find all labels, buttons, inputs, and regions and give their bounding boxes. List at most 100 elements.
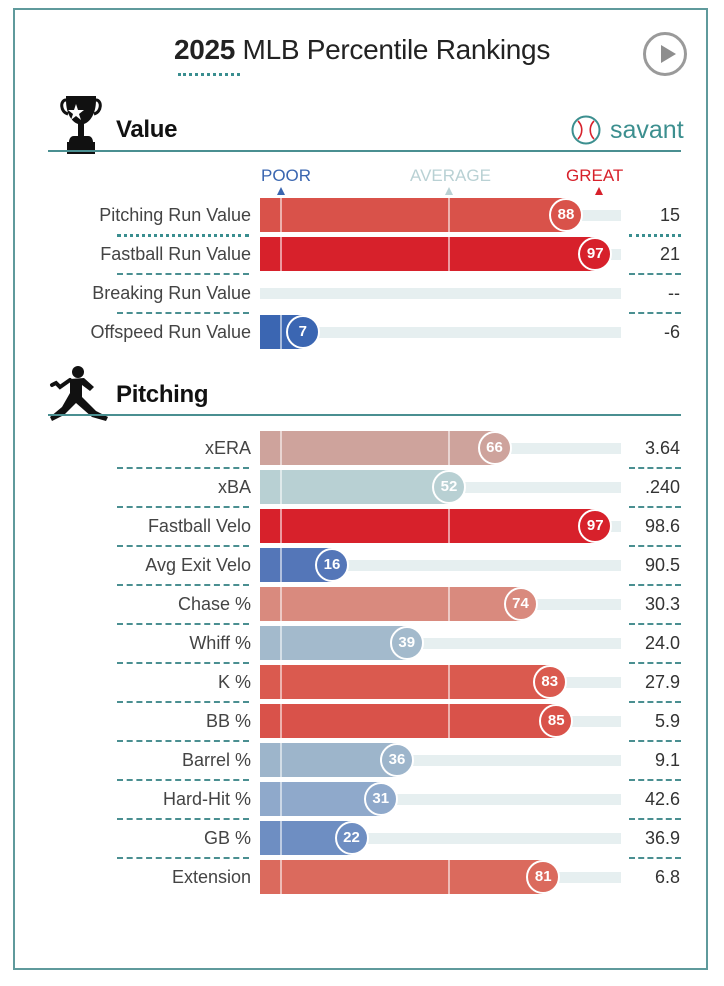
scale-poor-arrow	[277, 187, 285, 195]
row-value-whiff: 24.0	[644, 633, 680, 653]
bar-xba[interactable]	[260, 470, 449, 504]
divider-right-whiff	[629, 662, 681, 664]
divider-right-fastball-run-value	[629, 273, 681, 275]
percentile-badge-offspeed-run-value: 7	[285, 315, 320, 349]
divider-left-barrel	[117, 779, 249, 781]
percentile-badge-pitching-run-value: 88	[549, 198, 583, 232]
bar-fastball-velo[interactable]	[260, 509, 596, 543]
divider-left-fastball-velo	[117, 545, 249, 547]
section-title-pitching: Pitching	[116, 381, 209, 408]
bar-fastball-run-value[interactable]	[260, 237, 596, 271]
gridline-poor-fastball-velo	[280, 509, 282, 543]
percentile-badge-gb: 22	[334, 821, 369, 855]
percentile-badge-xera: 66	[477, 431, 512, 465]
row-label-hard-hit: Hard-Hit %	[162, 789, 251, 809]
divider-left-hard-hit	[117, 818, 249, 820]
play-button[interactable]	[643, 32, 687, 76]
divider-right-hard-hit	[629, 818, 681, 820]
gridline-poor-whiff	[280, 626, 282, 660]
row-value-pitching-run-value: 15	[659, 205, 680, 225]
divider-right-barrel	[629, 779, 681, 781]
value-section-rule	[48, 150, 681, 152]
scale-great-label: GREAT	[566, 166, 624, 185]
percentile-badge-k: 83	[532, 665, 567, 699]
bar-extension[interactable]	[260, 860, 544, 894]
title-text: MLB Percentile Rankings	[242, 34, 551, 65]
bar-barrel[interactable]	[260, 743, 397, 777]
gridline-poor-avg-exit-velo	[280, 548, 282, 582]
gridline-poor-offspeed-run-value	[280, 315, 282, 349]
gridline-poor-bb	[280, 704, 282, 738]
row-label-offspeed-run-value: Offspeed Run Value	[90, 322, 251, 342]
divider-right-avg-exit-velo	[629, 584, 681, 586]
divider-left-whiff	[117, 662, 249, 664]
row-value-bb: 5.9	[654, 711, 680, 731]
bar-xera[interactable]	[260, 431, 495, 465]
divider-right-xera	[629, 467, 681, 469]
row-label-fastball-velo: Fastball Velo	[147, 516, 251, 536]
gridline-poor-barrel	[280, 743, 282, 777]
gridline-poor-k	[280, 665, 282, 699]
divider-left-avg-exit-velo	[117, 584, 249, 586]
divider-right-bb	[629, 740, 681, 742]
track-whiff	[260, 638, 621, 649]
row-value-fastball-velo: 98.6	[644, 516, 680, 536]
baseball-icon	[571, 115, 601, 145]
pitcher-icon	[50, 366, 108, 421]
bar-pitching-run-value[interactable]	[260, 198, 566, 232]
row-value-breaking-run-value: --	[668, 283, 680, 303]
bar-bb[interactable]	[260, 704, 557, 738]
divider-left-gb	[117, 857, 249, 859]
track-avg-exit-velo	[260, 560, 621, 571]
gridline-average-pitching-run-value	[448, 198, 450, 232]
row-label-chase: Chase %	[177, 594, 251, 614]
row-label-k: K %	[217, 672, 251, 692]
percentile-badge-hard-hit: 31	[363, 782, 398, 816]
track-offspeed-run-value	[260, 327, 621, 338]
divider-right-k	[629, 701, 681, 703]
percentile-badge-chase: 74	[503, 587, 538, 621]
bar-whiff[interactable]	[260, 626, 407, 660]
savant-label: savant	[610, 116, 684, 144]
divider-right-xba	[629, 506, 681, 508]
page-title: 2025 MLB Percentile Rankings	[0, 34, 724, 66]
gridline-average-xera	[448, 431, 450, 465]
percentile-badge-barrel: 36	[380, 743, 414, 777]
percentile-badge-extension: 81	[526, 860, 561, 894]
track-hard-hit	[260, 794, 621, 805]
title-year: 2025	[173, 34, 236, 65]
divider-left-chase	[117, 623, 249, 625]
row-label-extension: Extension	[171, 867, 251, 887]
row-value-avg-exit-velo: 90.5	[644, 555, 680, 575]
percentile-badge-xba: 52	[432, 470, 466, 504]
row-value-fastball-run-value: 21	[659, 244, 680, 264]
bar-hard-hit[interactable]	[260, 782, 381, 816]
scale-great-arrow	[595, 187, 603, 195]
row-value-k: 27.9	[644, 672, 680, 692]
row-value-extension: 6.8	[654, 867, 680, 887]
row-label-fastball-run-value: Fastball Run Value	[100, 244, 251, 264]
track-breaking-run-value	[260, 288, 621, 299]
row-label-breaking-run-value: Breaking Run Value	[92, 283, 251, 303]
bar-k[interactable]	[260, 665, 550, 699]
row-label-xba: xBA	[217, 477, 251, 497]
divider-left-xba	[117, 506, 249, 508]
track-barrel	[260, 755, 621, 766]
gridline-average-fastball-run-value	[448, 237, 450, 271]
section-title-value: Value	[116, 116, 178, 143]
row-label-bb: BB %	[205, 711, 251, 731]
row-value-offspeed-run-value: -6	[663, 322, 680, 342]
percentile-badge-avg-exit-velo: 16	[315, 548, 349, 582]
divider-right-breaking-run-value	[629, 312, 681, 314]
gridline-average-chase	[448, 587, 450, 621]
row-value-xba: .240	[644, 477, 680, 497]
gridline-poor-xera	[280, 431, 282, 465]
row-label-whiff: Whiff %	[189, 633, 251, 653]
bar-chase[interactable]	[260, 587, 521, 621]
divider-dotted-left	[117, 234, 249, 237]
divider-left-k	[117, 701, 249, 703]
divider-left-xera	[117, 467, 249, 469]
divider-dotted-right	[629, 234, 681, 237]
gridline-average-k	[448, 665, 450, 699]
row-value-hard-hit: 42.6	[644, 789, 680, 809]
